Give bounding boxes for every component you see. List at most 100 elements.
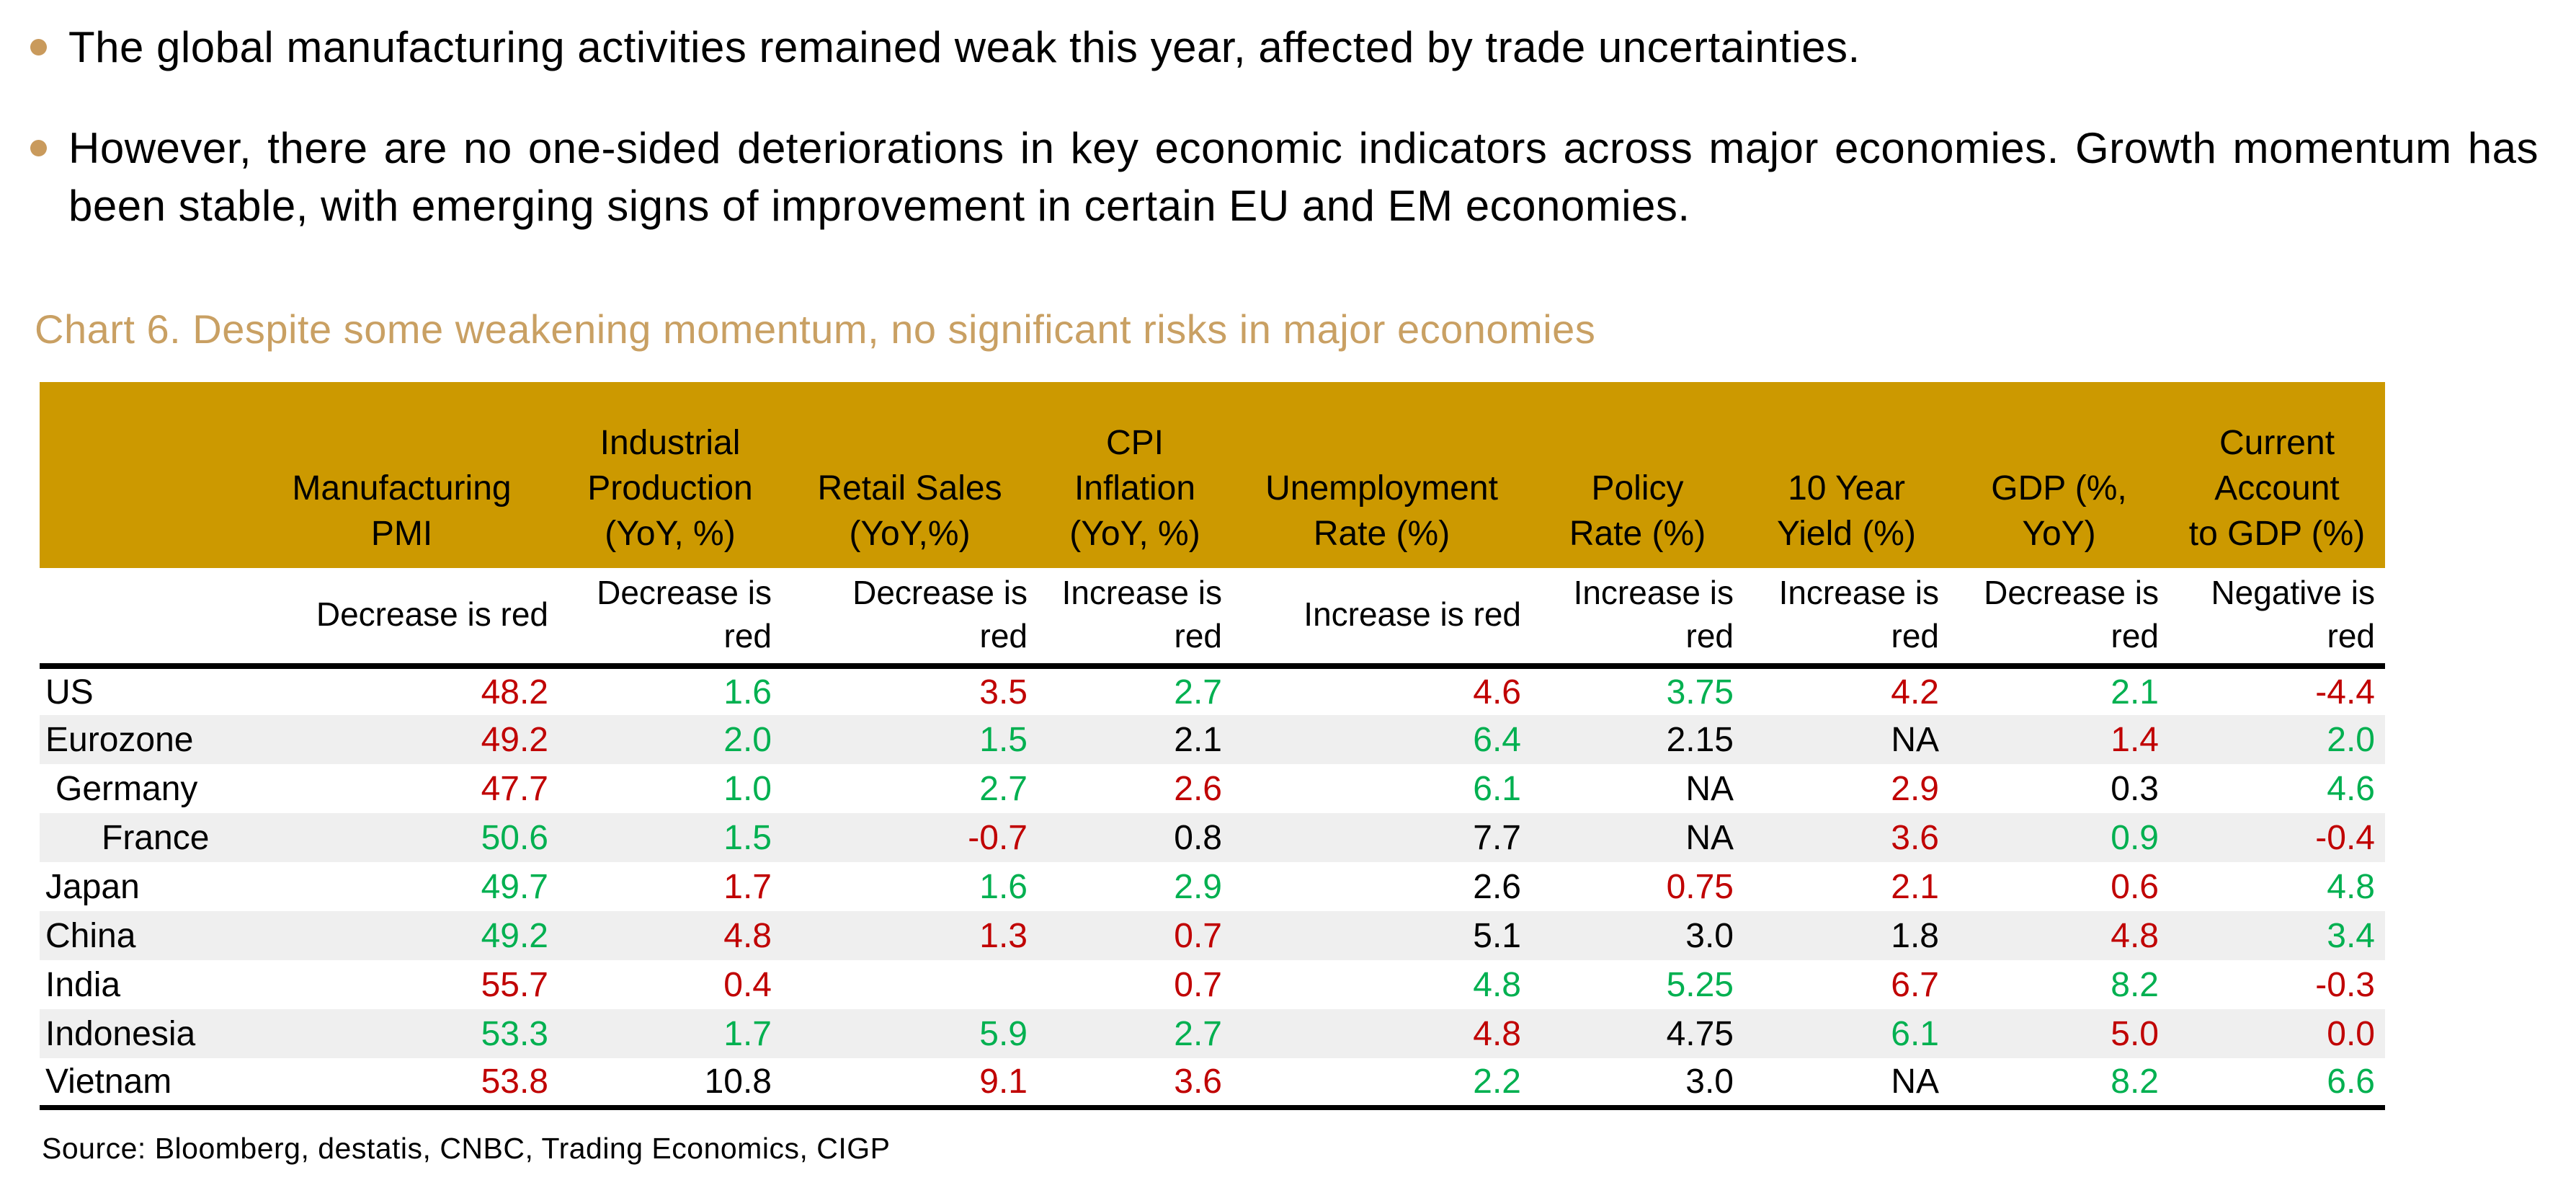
cell-value: 2.7	[979, 769, 1028, 808]
cell-value: 8.2	[2111, 965, 2159, 1004]
cell-value: 3.6	[1891, 818, 1939, 857]
row-label: Eurozone	[40, 715, 245, 764]
row-label: China	[40, 911, 245, 960]
cell-indprod: 1.6	[558, 666, 782, 715]
cell-cpi: 2.7	[1038, 1009, 1232, 1058]
bullet-dot-icon	[30, 140, 47, 156]
cell-indprod: 0.4	[558, 960, 782, 1009]
cell-value: 4.8	[723, 916, 772, 955]
col-header-cpi: CPI Inflation (YoY, %)	[1038, 382, 1232, 568]
subheader-retail: Decrease is red	[782, 568, 1038, 669]
cell-10y-yield: 3.6	[1744, 813, 1949, 862]
cell-value: 4.75	[1666, 1014, 1734, 1053]
cell-value: 55.7	[481, 965, 548, 1004]
table-row-vietnam: Vietnam 53.8 10.8 9.1 3.6 2.2 3.0 NA 8.2…	[40, 1058, 2385, 1110]
cell-10y-yield: 4.2	[1744, 666, 1949, 715]
col-header-label: Policy Rate (%)	[1569, 469, 1706, 553]
cell-current-account: -0.3	[2169, 960, 2385, 1009]
col-header-label: 10 Year Yield (%)	[1777, 469, 1916, 553]
col-header-gdp: GDP (%, YoY)	[1949, 382, 2169, 568]
col-header-label: Manufacturing PMI	[292, 469, 512, 553]
country-name: US	[45, 673, 94, 711]
cell-value: 6.1	[1473, 769, 1521, 808]
cell-gdp: 0.3	[1949, 764, 2169, 813]
subheader-row: Decrease is red Decrease is red Decrease…	[40, 568, 2385, 669]
country-name: Germany	[55, 769, 198, 808]
bullet-dot-icon	[30, 39, 47, 56]
cell-value: 2.2	[1473, 1062, 1521, 1101]
cell-value: 5.9	[979, 1014, 1028, 1053]
cell-value: 2.9	[1891, 769, 1939, 808]
cell-value: 1.5	[979, 720, 1028, 759]
cell-value: 6.7	[1891, 965, 1939, 1004]
cell-10y-yield: 2.1	[1744, 862, 1949, 911]
cell-pmi: 53.3	[245, 1009, 558, 1058]
header-row: Manufacturing PMI Industrial Production …	[40, 382, 2385, 568]
cell-value: 4.6	[1473, 673, 1521, 711]
cell-value: 3.0	[1685, 1062, 1734, 1101]
cell-gdp: 5.0	[1949, 1009, 2169, 1058]
subheader-label: Increase is red	[1573, 574, 1734, 655]
cell-cpi: 2.6	[1038, 764, 1232, 813]
bullet-item: However, there are no one-sided deterior…	[30, 120, 2539, 235]
cell-value: 4.8	[2111, 916, 2159, 955]
cell-value: NA	[1891, 1062, 1939, 1101]
bullet-item: The global manufacturing activities rema…	[30, 19, 2539, 76]
col-header-label: CPI Inflation (YoY, %)	[1069, 424, 1200, 553]
cell-10y-yield: 2.9	[1744, 764, 1949, 813]
cell-value: 1.7	[723, 867, 772, 906]
cell-value: 2.6	[1473, 867, 1521, 906]
cell-current-account: 6.6	[2169, 1058, 2385, 1110]
row-label: Vietnam	[40, 1058, 245, 1110]
cell-value: 5.25	[1666, 965, 1734, 1004]
subheader-label: Decrease is red	[1984, 574, 2159, 655]
row-label: Indonesia	[40, 1009, 245, 1058]
cell-value: 8.2	[2111, 1062, 2159, 1101]
cell-pmi: 49.7	[245, 862, 558, 911]
cell-value: 1.4	[2111, 720, 2159, 759]
cell-10y-yield: 6.7	[1744, 960, 1949, 1009]
subheader-10y-yield: Increase is red	[1744, 568, 1949, 669]
cell-policy-rate: 3.75	[1531, 666, 1744, 715]
subheader-gdp: Decrease is red	[1949, 568, 2169, 669]
cell-unemployment: 2.2	[1232, 1058, 1531, 1110]
cell-10y-yield: NA	[1744, 1058, 1949, 1110]
cell-value: -0.7	[968, 818, 1028, 857]
subheader-policy-rate: Increase is red	[1531, 568, 1744, 669]
cell-gdp: 0.9	[1949, 813, 2169, 862]
subheader-label: Decrease is red	[316, 595, 548, 633]
cell-indprod: 1.5	[558, 813, 782, 862]
cell-value: 1.8	[1891, 916, 1939, 955]
cell-cpi: 2.1	[1038, 715, 1232, 764]
cell-value: 4.8	[1473, 1014, 1521, 1053]
cell-pmi: 50.6	[245, 813, 558, 862]
cell-value: 6.1	[1891, 1014, 1939, 1053]
cell-gdp: 8.2	[1949, 960, 2169, 1009]
cell-value: 4.2	[1891, 673, 1939, 711]
row-label: Japan	[40, 862, 245, 911]
cell-policy-rate: NA	[1531, 813, 1744, 862]
col-header-current-account: Current Account to GDP (%)	[2169, 382, 2385, 568]
subheader-label: Increase is red	[1303, 595, 1521, 633]
cell-gdp: 0.6	[1949, 862, 2169, 911]
cell-value: 0.7	[1174, 965, 1222, 1004]
cell-value: 4.8	[2327, 867, 2375, 906]
cell-policy-rate: 3.0	[1531, 1058, 1744, 1110]
subheader-unemployment: Increase is red	[1232, 568, 1531, 669]
cell-retail	[782, 960, 1038, 1009]
cell-value: 1.7	[723, 1014, 772, 1053]
col-header-label: GDP (%, YoY)	[1991, 469, 2127, 553]
source-note: Source: Bloomberg, destatis, CNBC, Tradi…	[42, 1132, 891, 1165]
subheader-pmi: Decrease is red	[245, 568, 558, 669]
cell-cpi: 0.7	[1038, 960, 1232, 1009]
cell-retail: 1.5	[782, 715, 1038, 764]
cell-cpi: 2.7	[1038, 666, 1232, 715]
cell-value: 1.0	[723, 769, 772, 808]
economic-indicators-table: Manufacturing PMI Industrial Production …	[40, 382, 2385, 1110]
cell-unemployment: 6.4	[1232, 715, 1531, 764]
cell-retail: -0.7	[782, 813, 1038, 862]
cell-value: -4.4	[2315, 673, 2375, 711]
cell-value: 0.4	[723, 965, 772, 1004]
table-row-china: China 49.2 4.8 1.3 0.7 5.1 3.0 1.8 4.8 3…	[40, 911, 2385, 960]
cell-value: 2.9	[1174, 867, 1222, 906]
